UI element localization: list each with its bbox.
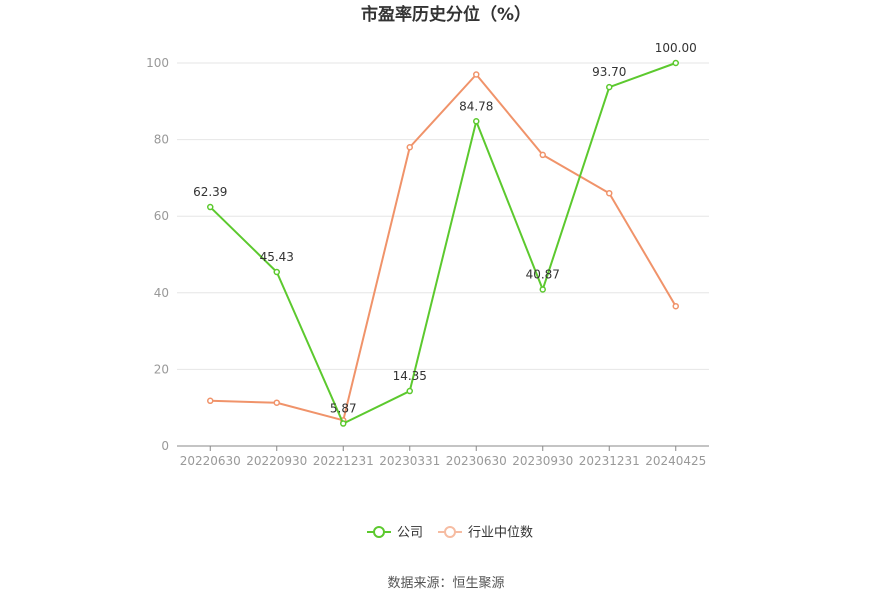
data-label: 62.39 [193,185,227,199]
series-line [209,62,677,425]
data-label: 100.00 [655,41,697,55]
x-tick-label: 20220630 [180,454,241,468]
data-point[interactable] [606,189,613,197]
x-tick-label: 20230930 [512,454,573,468]
x-tick-label: 20221231 [313,454,374,468]
grid-lines [177,62,709,370]
data-source: 数据来源：恒生聚源 [387,576,504,591]
x-tick-label: 20230630 [446,454,507,468]
data-label: 84.78 [459,99,493,113]
series-line [210,73,677,422]
x-axis: 20220630 20220930 20221231 20230331 20230630… [177,445,709,468]
data-point[interactable] [207,203,214,211]
x-tick-label: 20220930 [246,454,307,468]
x-tick-label: 20240425 [645,454,706,468]
data-point[interactable] [406,144,413,151]
y-tick-label: 20 [154,362,169,376]
series-group: 62.39 45.43 5.87 14.35 84.78 40.87 93.70 100.00 [193,41,697,427]
data-label: 5.87 [330,402,357,416]
data-point[interactable] [406,387,413,395]
legend-marker [373,526,385,538]
data-point[interactable] [672,302,679,310]
legend-item-industry-median[interactable]: 行业中位数 [438,526,533,541]
data-point[interactable] [273,399,280,406]
chart-title: 市盈率历史分位（%） [361,4,531,25]
series-industry-median [207,71,679,424]
data-point[interactable] [473,71,480,78]
legend-marker [444,526,456,538]
legend[interactable]: 公司 行业中位数 [367,526,533,541]
legend-item-company[interactable]: 公司 [367,526,423,541]
data-point[interactable] [672,59,679,67]
data-label: 45.43 [260,250,294,264]
data-point[interactable] [273,268,280,276]
y-tick-label: 40 [154,286,169,300]
y-tick-label: 60 [154,209,169,223]
x-tick-label: 20231231 [579,454,640,468]
y-tick-label: 80 [154,133,169,147]
data-point[interactable] [539,151,546,159]
data-point[interactable] [207,397,214,405]
data-point[interactable] [340,420,347,427]
data-label: 14.35 [393,369,427,383]
data-label: 93.70 [592,65,626,79]
x-tick-label: 20230331 [379,454,440,468]
legend-label: 行业中位数 [468,526,533,541]
y-axis: 0 20 40 60 80 100 [146,56,169,453]
y-tick-label: 0 [161,439,169,453]
data-point[interactable] [539,286,546,293]
data-point[interactable] [473,118,480,125]
data-label: 40.87 [526,267,560,281]
series-company: 62.39 45.43 5.87 14.35 84.78 40.87 93.70 100.00 [193,41,697,427]
data-point[interactable] [606,83,613,91]
legend-label: 公司 [397,526,423,541]
y-tick-label: 100 [146,56,169,70]
